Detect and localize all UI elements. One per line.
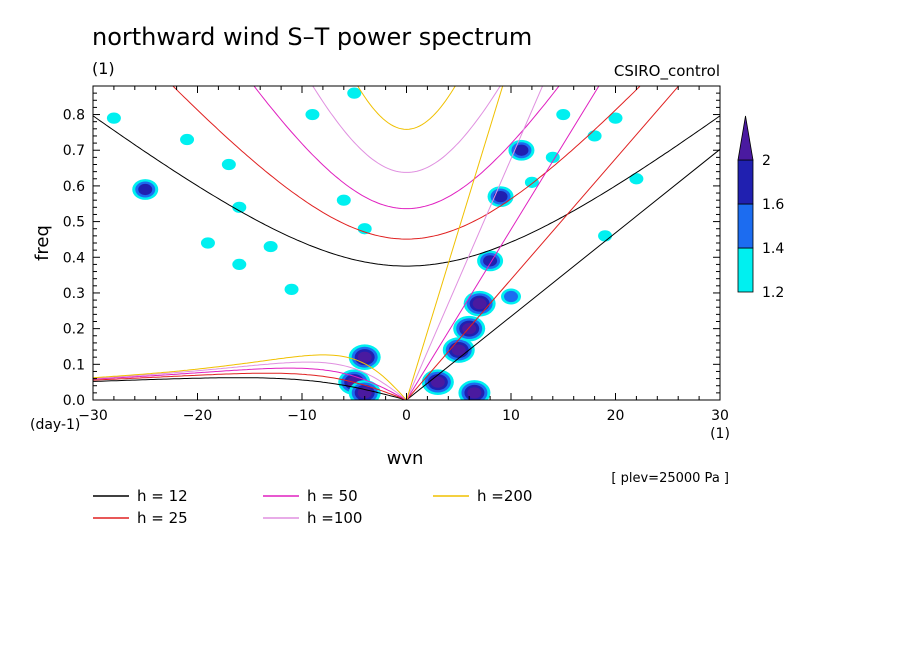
contour-region	[556, 108, 571, 121]
contour-core	[514, 144, 529, 156]
kelvin-curve	[406, 86, 504, 400]
contour-region	[232, 258, 247, 271]
x-tick-label: −30	[78, 408, 108, 424]
contour-region	[232, 201, 247, 213]
y-axis-unit: (day-1)	[30, 417, 80, 433]
x-tick-label: −20	[183, 408, 213, 424]
y-tick-label: 0.0	[63, 393, 85, 409]
contour-region	[200, 237, 215, 249]
y-tick-label: 0.5	[63, 215, 85, 231]
contour-region	[263, 240, 278, 253]
y-tick-label: 0.8	[63, 108, 85, 124]
colorbar-label: 1.2	[762, 285, 784, 301]
contour-region	[598, 230, 613, 242]
contour-region	[106, 112, 121, 124]
rossby-curve	[93, 361, 407, 400]
contour-core	[504, 290, 518, 303]
kelvin-curve	[406, 86, 600, 400]
kelvin-curve	[406, 86, 544, 400]
contour-region	[221, 158, 236, 171]
colorbar-label: 1.6	[762, 197, 784, 213]
rossby-curve	[93, 377, 407, 400]
rossby-curve	[93, 367, 407, 400]
colorbar-label: 2	[762, 153, 771, 169]
inertia-gravity-curve	[357, 86, 456, 130]
dispersion-curve-layer	[93, 86, 720, 400]
contour-core	[483, 255, 498, 267]
contour-region	[608, 112, 623, 124]
colorbar: 1.2 1.4 1.6 2	[737, 115, 784, 301]
contour-core	[467, 387, 482, 399]
level-note: [ plev=25000 Pa ]	[611, 471, 729, 486]
y-axis-label: freq	[32, 225, 53, 261]
x-tick-label: 30	[711, 408, 729, 424]
contour-region	[587, 130, 602, 142]
y-tick-label: 0.1	[63, 357, 85, 373]
colorbar-segment	[737, 159, 754, 205]
contour-region	[305, 108, 320, 121]
contour-layer	[106, 87, 644, 400]
rossby-curve	[93, 372, 407, 400]
legend-label: h = 25	[137, 509, 188, 527]
contour-core	[472, 298, 487, 310]
contour-region	[336, 194, 351, 206]
y-tick-label: 0.3	[63, 286, 85, 302]
legend-label: h = 12	[137, 487, 188, 505]
contour-core	[357, 351, 372, 363]
chart-title: northward wind S–T power spectrum	[92, 23, 532, 51]
inertia-gravity-curve	[93, 115, 720, 267]
legend-label: h =100	[307, 509, 362, 527]
inertia-gravity-curve	[172, 86, 641, 240]
x-tick-label: 20	[607, 408, 625, 424]
colorbar-segment	[737, 203, 754, 249]
contour-region	[180, 133, 195, 146]
contour-core	[451, 344, 466, 356]
legend-label: h =200	[477, 487, 532, 505]
contour-region	[347, 87, 362, 99]
inertia-gravity-curve	[312, 86, 501, 173]
x-tick-label: 10	[502, 408, 520, 424]
x-axis-label: wvn	[387, 448, 424, 469]
rossby-curve	[93, 354, 407, 400]
contour-core	[493, 191, 508, 203]
x-axis-unit: (1)	[710, 426, 730, 442]
y-tick-label: 0.4	[63, 250, 85, 266]
contour-region	[629, 173, 644, 185]
run-label: CSIRO_control	[614, 62, 720, 81]
inertia-gravity-curve	[253, 86, 560, 210]
kelvin-curve	[406, 86, 680, 400]
legend-label: h = 50	[307, 487, 358, 505]
x-tick-label: 0	[402, 408, 411, 424]
contour-region	[524, 176, 539, 188]
x-tick-label: −10	[287, 408, 317, 424]
contour-region	[284, 283, 299, 295]
contour-region	[357, 223, 372, 235]
colorbar-extension	[737, 115, 754, 161]
y-tick-label: 0.7	[63, 143, 85, 159]
contour-core	[430, 376, 445, 388]
legend: h = 12 h = 25 h = 50 h =100 h =200	[93, 487, 532, 527]
chart-subtitle: (1)	[92, 59, 115, 78]
kelvin-curve	[406, 148, 720, 400]
y-tick-label: 0.2	[63, 322, 85, 338]
axis-ticks: −30 −20 −10 0 10 20 30 0.0 0.1 0.2 0.3 0.4 0.5 0.6 0.7…	[63, 85, 729, 424]
plot-frame	[92, 85, 721, 401]
colorbar-label: 1.4	[762, 241, 784, 257]
contour-core	[138, 183, 153, 196]
y-tick-label: 0.6	[63, 179, 85, 195]
colorbar-segment	[737, 247, 754, 293]
